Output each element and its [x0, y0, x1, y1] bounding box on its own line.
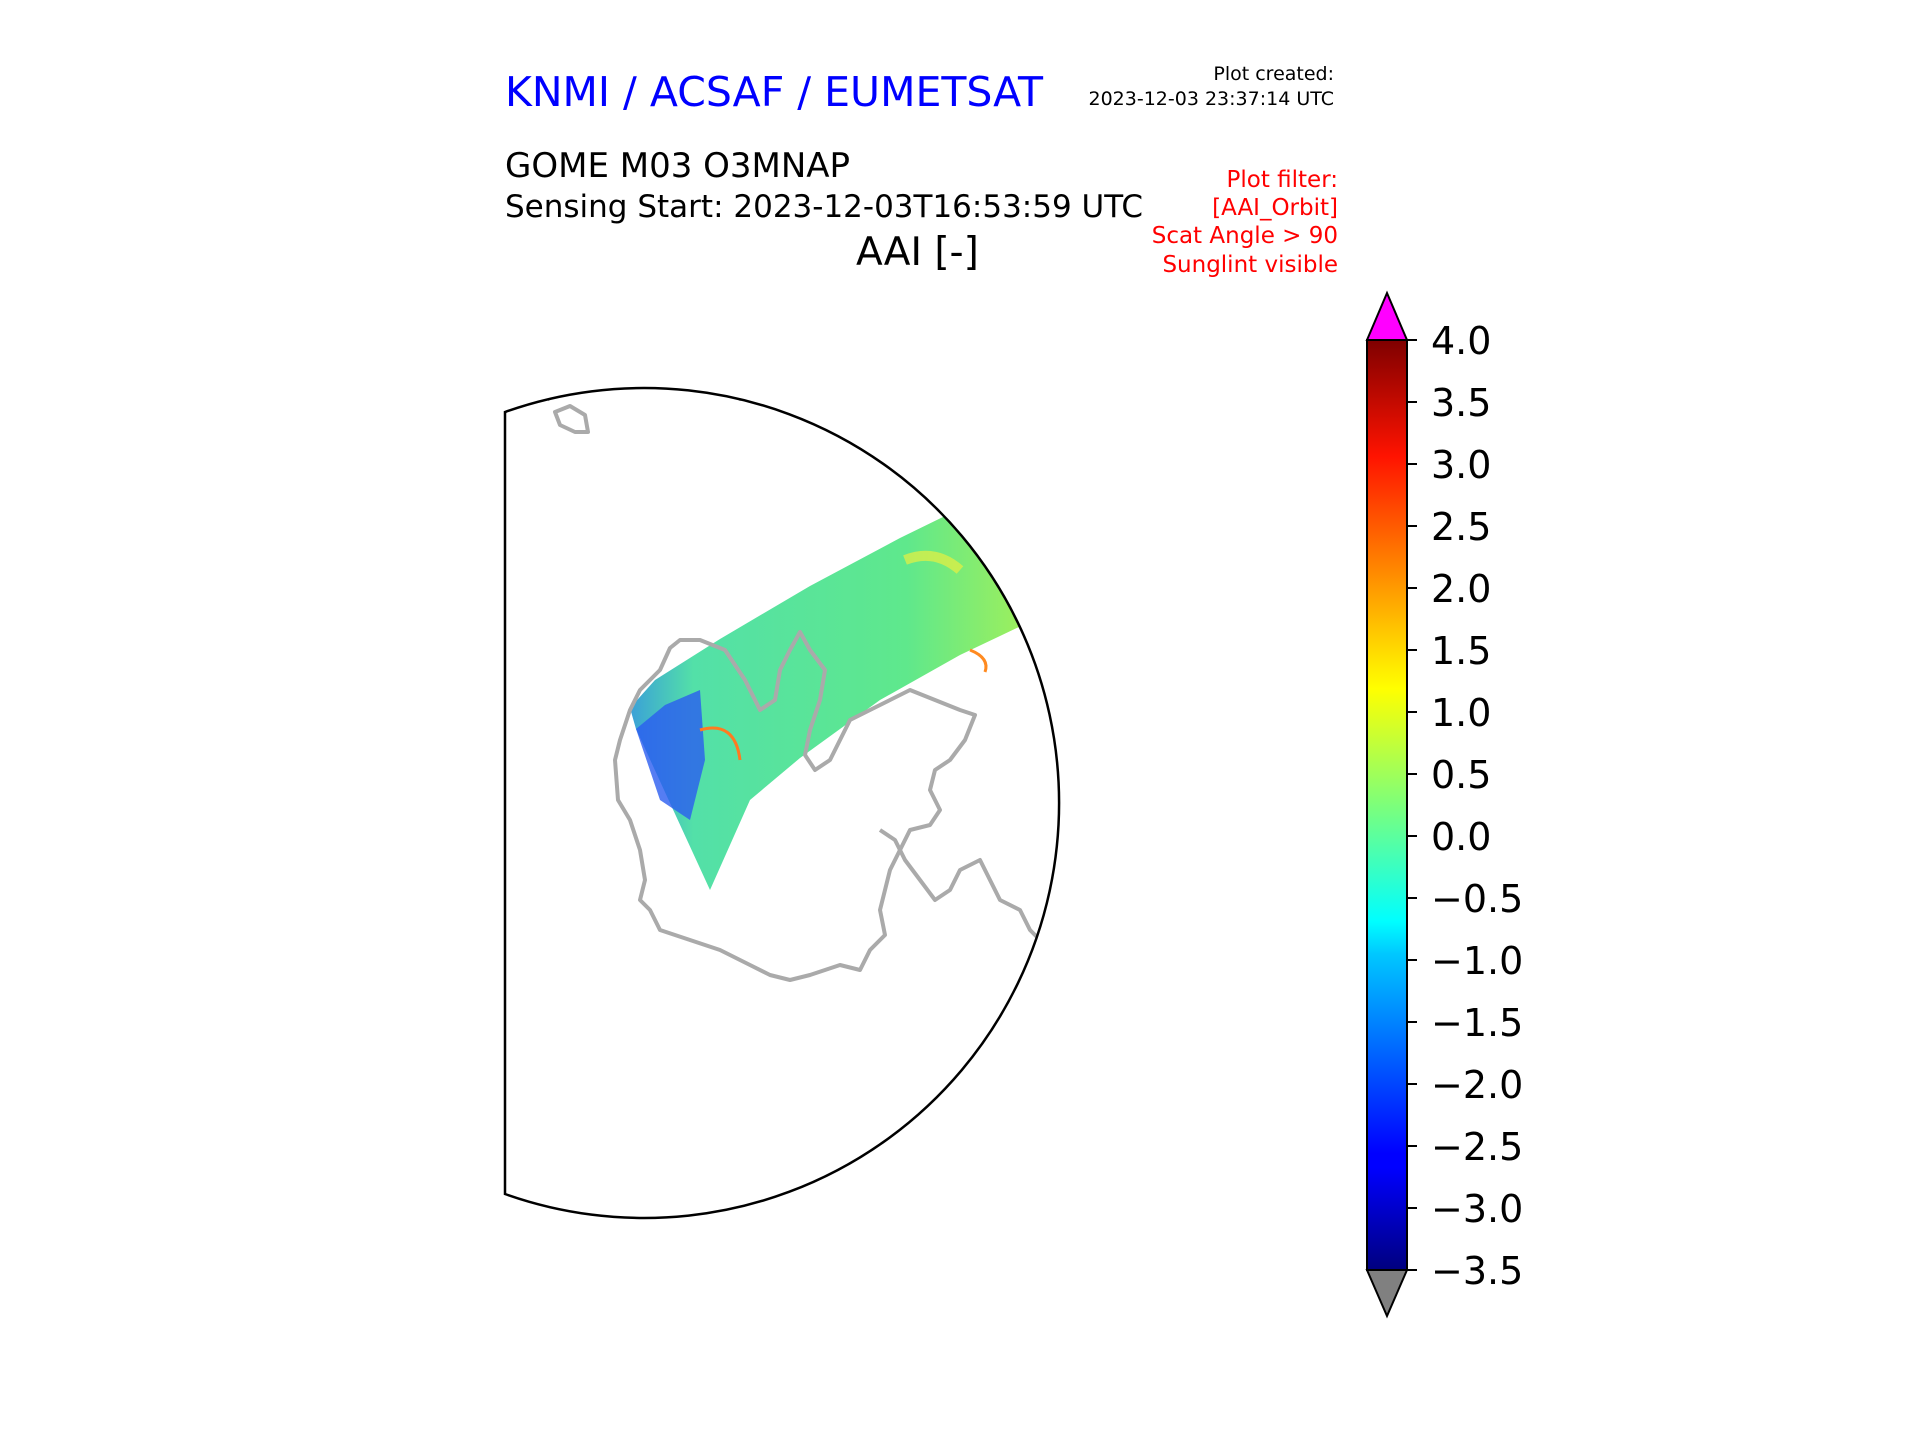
colorbar-tick-label: −1.5 — [1431, 1001, 1523, 1045]
product-title: GOME M03 O3MNAP — [505, 146, 851, 186]
swath-streak-1 — [699, 726, 742, 761]
colorbar-tick-label: 0.0 — [1431, 815, 1491, 859]
plot-created-time: 2023-12-03 23:37:14 UTC — [1088, 88, 1335, 110]
colorbar-tick-label: 2.5 — [1431, 505, 1491, 549]
coastline-alaska-region — [878, 828, 1042, 942]
coastline-small-island — [1138, 980, 1150, 995]
globe — [503, 386, 1340, 1220]
swath-low-values — [636, 690, 705, 820]
colorbar-gradient — [1366, 339, 1408, 1271]
colorbar-tick-label: −2.5 — [1431, 1125, 1523, 1169]
coastline-island-small — [553, 404, 590, 434]
colorbar-tick-label: 3.5 — [1431, 381, 1491, 425]
plot-filter-scat-angle: Scat Angle > 90 — [1151, 223, 1338, 249]
colorbar: 4.0 3.5 3.0 2.5 2.0 1.5 1.0 0.5 0.0 −0.5 −1.0 −1.5 −… — [1365, 290, 1523, 1319]
plot-filter-sunglint: Sunglint visible — [1162, 252, 1338, 278]
colorbar-tick-label: 2.0 — [1431, 567, 1491, 611]
map-content — [505, 388, 1340, 1050]
colorbar-tick-label: −1.0 — [1431, 939, 1523, 983]
coastline-greenland — [734, 388, 820, 401]
swath-blue-band — [1028, 580, 1060, 612]
colorbar-under-extend — [1365, 1269, 1409, 1319]
colorbar-tick-label: −0.5 — [1431, 877, 1523, 921]
globe-boundary — [503, 386, 1061, 1220]
swath-highlight — [903, 550, 964, 574]
swath-streak-2 — [969, 648, 988, 673]
colorbar-tick-label: −3.0 — [1431, 1187, 1523, 1231]
colorbar-tick-label: −2.0 — [1431, 1063, 1523, 1107]
colorbar-tick-label: 0.5 — [1431, 753, 1491, 797]
sensing-start: Sensing Start: 2023-12-03T16:53:59 UTC — [505, 189, 1143, 225]
colorbar-tick-label: 3.0 — [1431, 443, 1491, 487]
plot-filter-name: [AAI_Orbit] — [1212, 195, 1338, 221]
organization-title: KNMI / ACSAF / EUMETSAT — [505, 68, 1044, 116]
plot-filter-label: Plot filter: — [1226, 167, 1338, 193]
variable-title: AAI [-] — [856, 230, 979, 275]
colorbar-over-extend — [1365, 290, 1409, 341]
aai-swath — [630, 403, 1060, 890]
plot-created-label: Plot created: — [1213, 63, 1334, 85]
coastline-eurasia — [613, 630, 977, 982]
colorbar-ticks: 4.0 3.5 3.0 2.5 2.0 1.5 1.0 0.5 0.0 −0.5 −1.0 −1.5 −… — [1407, 319, 1523, 1293]
colorbar-tick-label: 1.0 — [1431, 691, 1491, 735]
swath-streak-3 — [1180, 503, 1205, 510]
colorbar-tick-label: 4.0 — [1431, 319, 1491, 363]
colorbar-tick-label: −3.5 — [1431, 1249, 1523, 1293]
colorbar-tick-label: 1.5 — [1431, 629, 1491, 673]
coastline-north-america — [1135, 895, 1340, 1050]
